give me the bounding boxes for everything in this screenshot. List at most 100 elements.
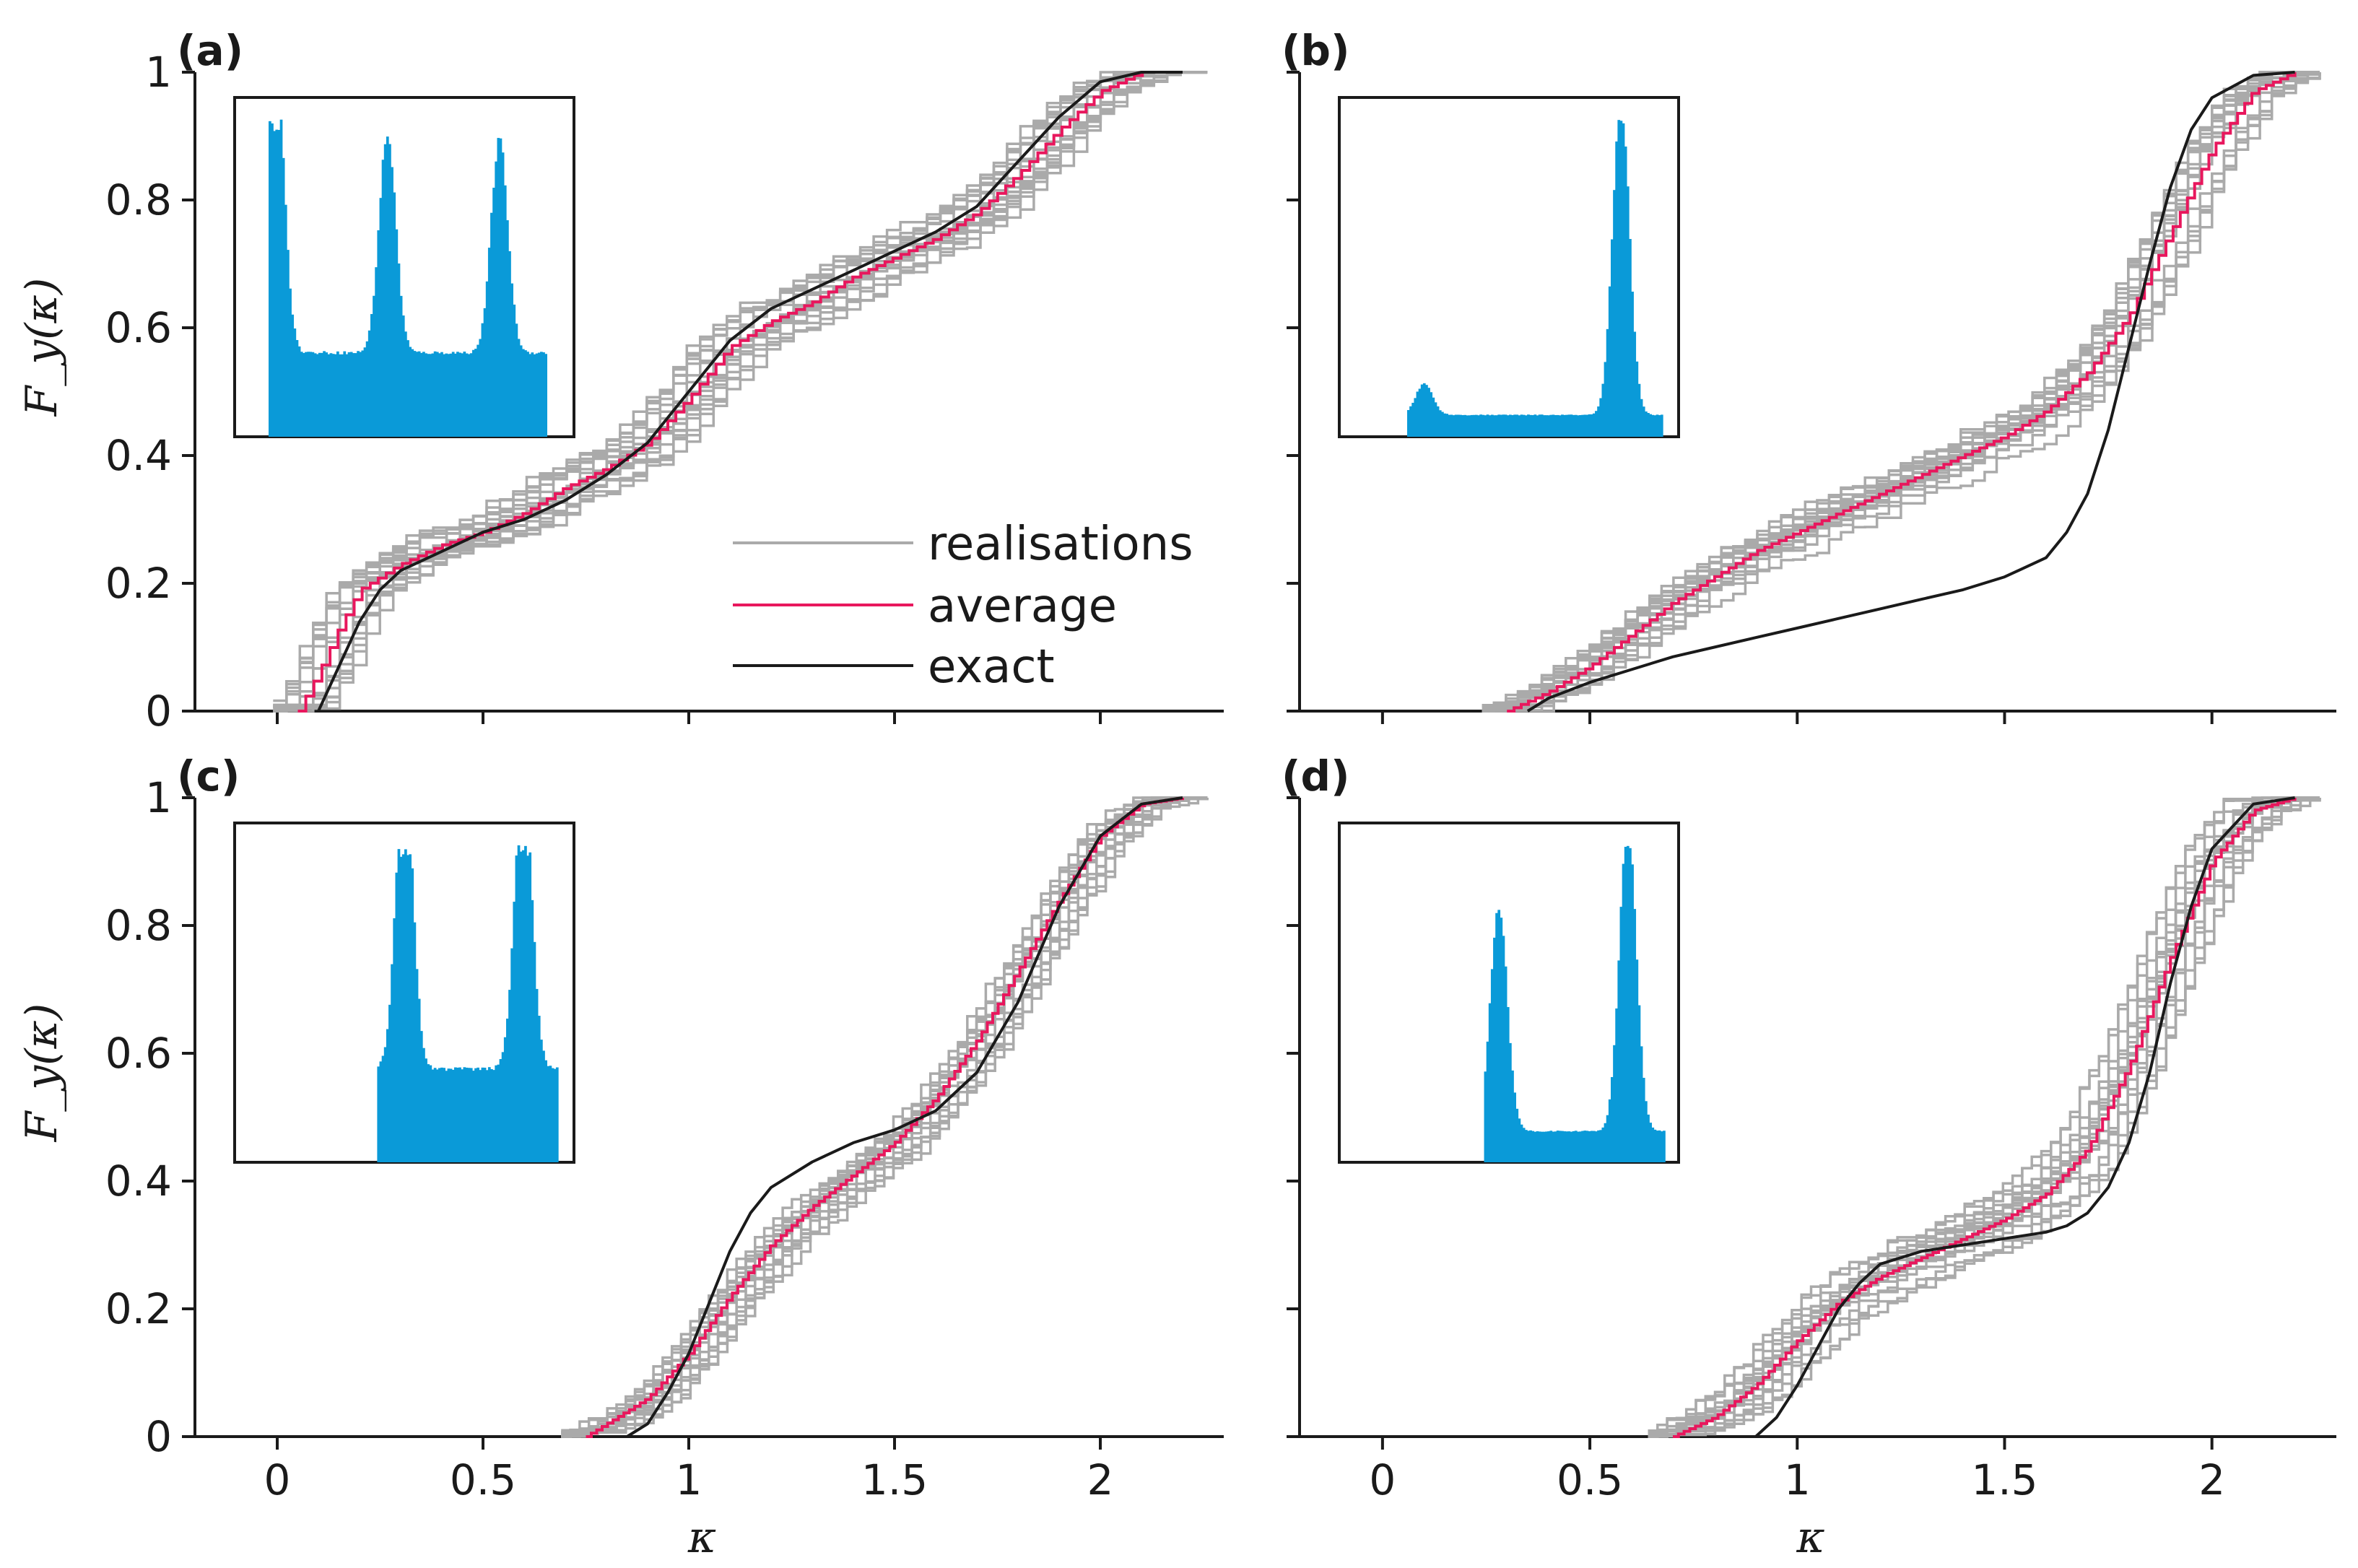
inset-histogram-bar: [1561, 1131, 1564, 1162]
inset-histogram-bar: [483, 308, 487, 437]
inset-histogram-bar: [456, 1067, 459, 1162]
inset-histogram-bar: [490, 1068, 493, 1162]
inset-histogram-bar: [535, 353, 539, 437]
inset-histogram-bar: [524, 845, 527, 1162]
inset-histogram-bar: [1459, 414, 1462, 437]
inset-histogram-bar: [1545, 415, 1548, 437]
inset-histogram-bar: [499, 138, 503, 437]
inset-histogram-bar: [1522, 414, 1526, 437]
inset-histogram-bar: [497, 138, 500, 437]
y-tick-label: 0.4: [105, 431, 172, 480]
inset-histogram-bar: [451, 1069, 455, 1162]
inset-histogram-bar: [1540, 1131, 1544, 1162]
inset-histogram-bar: [1531, 415, 1535, 437]
inset-histogram-bar: [1536, 1131, 1539, 1162]
inset-histogram-bar: [1486, 1041, 1489, 1162]
inset-histogram-bar: [469, 1068, 473, 1162]
x-tick-label: 1.5: [861, 1455, 928, 1504]
inset-histogram-bar: [485, 281, 489, 437]
inset-histogram-bar: [1490, 414, 1494, 437]
inset-histogram-bar: [456, 352, 459, 437]
y-axis-title: F_y(κ): [17, 278, 67, 417]
inset-histogram-bar: [1561, 414, 1564, 437]
inset-histogram-bar: [1502, 414, 1505, 437]
inset-histogram-bar: [1504, 414, 1508, 437]
inset-histogram-bar: [409, 854, 412, 1162]
inset-histogram-bar: [519, 345, 523, 437]
inset-histogram-bar: [1579, 415, 1582, 437]
inset-histogram-bar: [411, 349, 414, 437]
inset-histogram-bar: [465, 353, 469, 437]
inset-histogram-bar: [1470, 414, 1474, 437]
inset-histogram-bar: [472, 1071, 475, 1162]
inset-histogram-bar: [519, 851, 523, 1162]
inset-histogram-bar: [343, 351, 347, 437]
inset-histogram-bar: [547, 1066, 550, 1162]
inset-histogram-bar: [303, 352, 305, 437]
realisation-line: [1648, 796, 2320, 1438]
inset-histogram-bar: [1434, 402, 1437, 437]
inset-histogram-bar: [1565, 1131, 1569, 1162]
inset-histogram-bar: [275, 129, 279, 437]
inset-histogram-bar: [1497, 414, 1501, 437]
inset-histogram-bar: [406, 855, 409, 1162]
inset-histogram-bar: [1633, 331, 1637, 437]
inset-histogram-bar: [508, 990, 511, 1162]
inset-histogram-bar: [379, 198, 383, 437]
inset-histogram-bar: [395, 872, 399, 1162]
inset-histogram-bar: [1502, 936, 1505, 1162]
inset-histogram-bar: [287, 250, 290, 437]
inset-histogram-bar: [1619, 907, 1623, 1162]
inset-histogram-bar: [1409, 406, 1412, 437]
realisation-line: [561, 796, 1208, 1438]
inset-histogram-bar: [1500, 918, 1503, 1162]
inset-histogram-bar: [438, 1068, 441, 1162]
realisation-line: [561, 796, 1208, 1438]
inset-histogram-bar: [526, 855, 529, 1162]
inset-histogram-bar: [461, 353, 464, 437]
x-axis-title: κ: [687, 1512, 716, 1563]
inset-histogram-bar: [472, 349, 475, 437]
inset-histogram-bar: [357, 351, 360, 437]
panel-a: 0 0.2 0.4 0.6 0.8 1 F_y(κ) (a): [17, 26, 1224, 736]
inset-histogram-bar: [458, 1067, 461, 1162]
inset-histogram-bar: [370, 314, 373, 437]
inset-histogram-bar: [413, 351, 417, 437]
inset-histogram-bar: [506, 1018, 509, 1162]
inset-histogram-bar: [435, 1069, 439, 1162]
inset-histogram-bar: [1524, 1130, 1528, 1162]
inset-histogram-bar: [1547, 415, 1550, 437]
x-tick-label: 2: [2198, 1455, 2225, 1504]
x-tick-label: 1: [676, 1455, 702, 1504]
realisation-line: [1648, 796, 2320, 1436]
inset-histogram-bar: [1567, 414, 1571, 437]
inset-histogram-bar: [1585, 414, 1589, 437]
inset-histogram-bar: [1631, 864, 1634, 1162]
inset-histogram-bar: [549, 1066, 552, 1162]
inset-histogram-bar: [1597, 406, 1600, 437]
inset-histogram-bar: [503, 1037, 507, 1162]
inset-histogram-bar: [427, 354, 430, 437]
realisation-line: [1648, 798, 2321, 1436]
inset-histogram-bar: [425, 353, 427, 437]
inset-histogram-bar: [1595, 411, 1598, 437]
inset-histogram-bar: [510, 948, 513, 1162]
inset-histogram-bar: [1608, 1099, 1611, 1162]
inset-histogram-bar: [386, 1029, 389, 1162]
inset-histogram-bar: [325, 352, 329, 437]
inset-histogram-bar: [1590, 414, 1593, 437]
inset-histogram-bar: [517, 845, 521, 1162]
inset-histogram-bar: [1513, 1092, 1516, 1162]
inset-histogram-bar: [1522, 1128, 1526, 1162]
inset-histogram-bar: [544, 1060, 547, 1162]
inset-histogram-bar: [417, 998, 421, 1162]
inset-histogram-bar: [542, 1050, 545, 1162]
inset-histogram-bar: [279, 119, 283, 437]
inset-histogram-bar: [515, 855, 518, 1162]
inset-histogram-bar: [336, 351, 339, 437]
inset-histogram-bar: [1647, 1114, 1650, 1162]
inset-histogram-bar: [1590, 1131, 1593, 1162]
realisation-line: [1482, 72, 2321, 713]
inset-histogram-bar: [383, 1047, 387, 1162]
